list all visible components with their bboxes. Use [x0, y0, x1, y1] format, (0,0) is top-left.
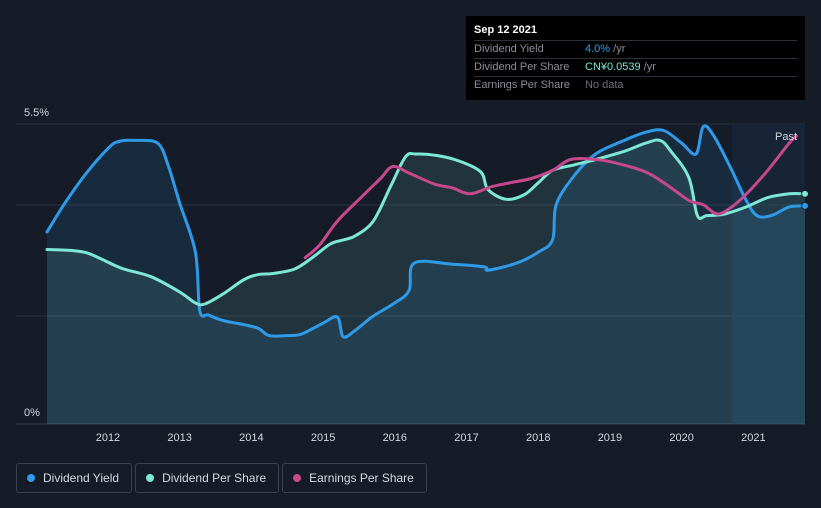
legend-item-dividend-per-share[interactable]: Dividend Per Share — [135, 463, 280, 493]
series-end-markers — [801, 189, 809, 210]
series-line-layer — [45, 124, 807, 339]
x-tick-label: 2021 — [741, 432, 765, 444]
tooltip-date: Sep 12 2021 — [474, 24, 537, 36]
tooltip-value: CN¥0.0539 — [585, 61, 641, 73]
x-tick-label: 2012 — [96, 432, 120, 444]
tooltip-label: Earnings Per Share — [474, 79, 570, 91]
legend-dot-icon — [146, 474, 155, 482]
x-tick-label: 2018 — [526, 432, 550, 444]
y-tick-label-bottom: 0% — [24, 407, 40, 419]
past-region-band — [731, 124, 805, 424]
x-tick-label: 2015 — [311, 432, 335, 444]
dividend-per-share-area — [47, 139, 805, 424]
tooltip-value: No data — [585, 79, 624, 91]
x-tick-label: 2013 — [167, 432, 191, 444]
dividend-per-share-line — [45, 138, 807, 307]
tooltip-row-dividend-yield: Dividend Yield 4.0% /yr — [474, 40, 797, 58]
x-tick-label: 2019 — [598, 432, 622, 444]
chart-legend: Dividend Yield Dividend Per Share Earnin… — [16, 463, 427, 493]
x-tick-label: 2016 — [383, 432, 407, 444]
tooltip-label: Dividend Yield — [474, 43, 544, 55]
legend-item-dividend-yield[interactable]: Dividend Yield — [16, 463, 133, 493]
legend-label: Earnings Per Share — [309, 471, 414, 485]
legend-label: Dividend Yield — [43, 471, 120, 485]
past-label: Past — [775, 131, 797, 143]
dividend-yield-line — [45, 124, 807, 339]
tooltip-unit: /yr — [640, 61, 656, 73]
dividend-per-share-end-marker — [801, 189, 809, 198]
legend-item-earnings-per-share[interactable]: Earnings Per Share — [282, 463, 427, 493]
tooltip-row-earnings-per-share: Earnings Per Share No data — [474, 76, 797, 94]
x-tick-label: 2017 — [454, 432, 478, 444]
legend-dot-icon — [293, 474, 302, 482]
dividend-yield-area — [47, 125, 805, 425]
x-tick-label: 2020 — [669, 432, 693, 444]
tooltip-row-dividend-per-share: Dividend Per Share CN¥0.0539 /yr — [474, 58, 797, 76]
tooltip-unit: /yr — [610, 43, 626, 55]
dividend-yield-end-marker — [801, 201, 809, 210]
chart-grid — [16, 123, 805, 425]
earnings-per-share-line — [303, 134, 798, 260]
legend-label: Dividend Per Share — [162, 471, 267, 485]
y-tick-label-top: 5.5% — [24, 107, 49, 119]
x-tick-label: 2014 — [239, 432, 263, 444]
axis-labels: 5.5% 0% Past 2012 2013 2014 2015 2016 2017 201… — [24, 107, 797, 444]
chart-tooltip: Sep 12 2021 Dividend Yield 4.0% /yr Divi… — [466, 16, 805, 100]
legend-dot-icon — [27, 474, 35, 482]
series-fill-layer — [47, 125, 805, 425]
tooltip-label: Dividend Per Share — [474, 61, 570, 73]
tooltip-value: 4.0% — [585, 43, 611, 55]
